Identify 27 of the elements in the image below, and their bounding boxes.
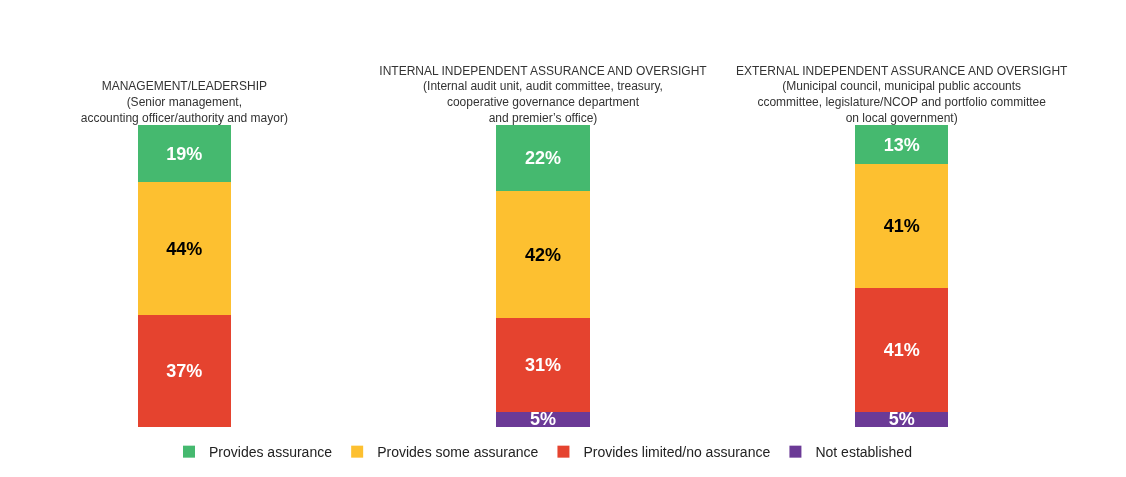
data-label: 41% [883,339,920,360]
legend-label: Not established [815,444,912,461]
legend-label: Provides limited/no assurance [583,444,771,461]
bar [137,315,231,427]
x-tick-label: INTERNAL INDEPENDENT ASSURANCE AND OVERSIGHT (Internal audit unit, audit committee, treasury, cooperative governance department and premier’s office) [379,63,708,125]
bar [496,191,590,319]
data-label: 5% [888,409,915,430]
data-label: 13% [883,134,920,155]
legend-label: Provides some assurance [377,444,539,461]
data-label: 37% [166,361,203,382]
bar [855,125,949,165]
bar [855,164,949,289]
bar [496,125,590,192]
data-label: 19% [166,143,203,164]
data-label: 44% [166,238,203,259]
legend-label: Provides assurance [209,444,333,461]
bar [137,182,231,316]
data-label: 42% [524,244,562,265]
x-tick-label: EXTERNAL INDEPENDENT ASSURANCE AND OVERSIGHT (Municipal council, municipal public accounts ccommittee, legislature/NCOP and portfolio committee on local government) [735,63,1069,125]
bar [137,125,231,183]
data-label: 41% [883,216,920,237]
bar [496,318,590,412]
bar [855,288,949,412]
data-label: 22% [524,148,562,169]
data-label: 5% [529,409,557,430]
x-tick-label: MANAGEMENT/LEADERSHIP (Senior management, accounting officer/authority and mayor) [80,79,288,125]
data-label: 31% [524,355,562,376]
